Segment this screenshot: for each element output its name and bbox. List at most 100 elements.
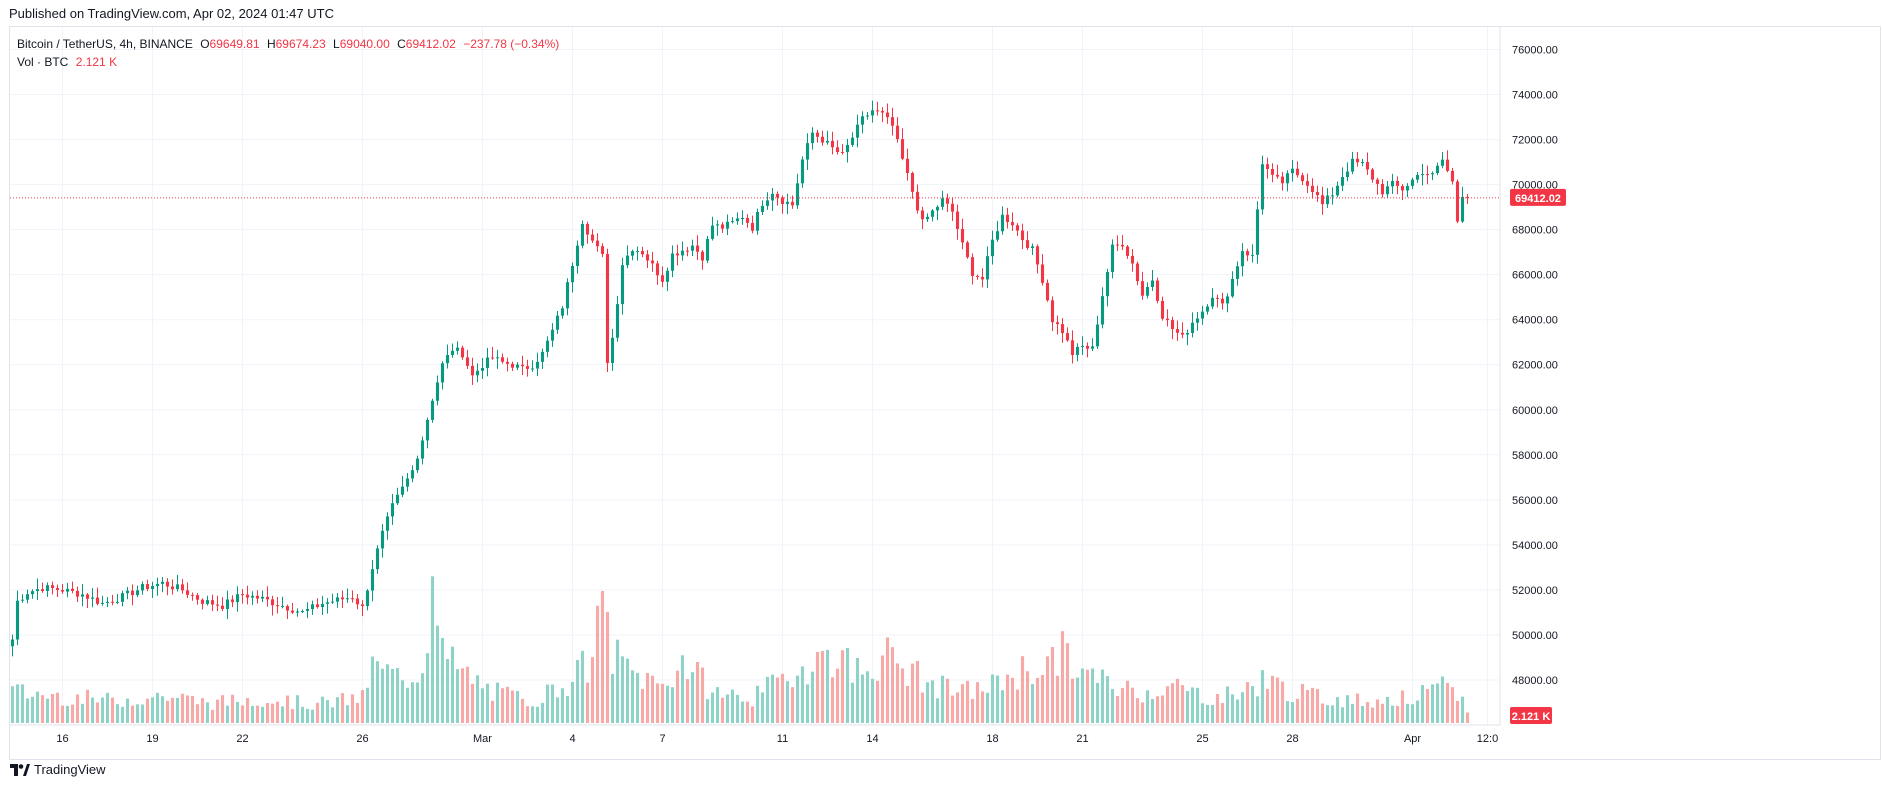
volume-bar xyxy=(55,692,60,723)
candle-body xyxy=(380,530,385,549)
volume-label[interactable]: Vol · BTC xyxy=(17,55,69,69)
volume-bar xyxy=(840,650,845,723)
candle-body xyxy=(780,197,785,205)
candle-body xyxy=(1170,320,1175,330)
volume-bar xyxy=(1445,682,1450,723)
volume-bar xyxy=(215,699,220,723)
candle-body xyxy=(680,250,685,256)
candle-body xyxy=(10,639,15,647)
volume-bar xyxy=(180,693,185,723)
volume-bar xyxy=(745,701,750,723)
published-note: Published on TradingView.com, Apr 02, 20… xyxy=(9,6,334,21)
candle-body xyxy=(400,486,405,495)
candle-body xyxy=(1210,297,1215,307)
candle-body xyxy=(1050,300,1055,323)
volume-bar xyxy=(240,705,245,723)
candle-body xyxy=(960,228,965,243)
volume-bar xyxy=(1125,680,1130,723)
volume-bar xyxy=(525,706,530,723)
chart-frame[interactable] xyxy=(9,26,1881,760)
candle-body xyxy=(875,110,880,112)
volume-bar xyxy=(1130,687,1135,723)
volume-bar xyxy=(1250,686,1255,723)
volume-bar xyxy=(880,655,885,723)
candle-body xyxy=(65,588,70,592)
candle-body xyxy=(225,599,230,609)
candle-body xyxy=(1425,174,1430,176)
volume-bar xyxy=(1210,704,1215,723)
x-tick-label: 21 xyxy=(1076,733,1088,745)
volume-bar xyxy=(155,692,160,723)
candle-body xyxy=(255,595,260,599)
volume-bar xyxy=(320,696,325,723)
volume-bar xyxy=(500,688,505,723)
volume-bar xyxy=(20,684,25,723)
volume-bar xyxy=(25,698,30,723)
volume-bar xyxy=(410,682,415,723)
candle-body xyxy=(1145,286,1150,296)
volume-bar xyxy=(645,672,650,723)
candle-body xyxy=(1215,297,1220,299)
candle-body xyxy=(1420,174,1425,176)
candle-body xyxy=(730,221,735,223)
y-tick-label: 58000.00 xyxy=(1512,450,1558,462)
candle-body xyxy=(495,357,500,359)
candle-body xyxy=(815,132,820,137)
volume-bar xyxy=(1395,705,1400,723)
symbol-label[interactable]: Bitcoin / TetherUS, 4h, BINANCE xyxy=(17,37,193,51)
candle-body xyxy=(1235,266,1240,279)
low-label: L xyxy=(333,37,340,51)
candle-body xyxy=(95,597,100,604)
x-tick-label: 19 xyxy=(146,733,158,745)
candle-body xyxy=(1125,246,1130,256)
y-tick-label: 68000.00 xyxy=(1512,225,1558,237)
volume-bar xyxy=(695,661,700,723)
candle-body xyxy=(685,250,690,252)
volume-bar xyxy=(100,697,105,723)
candle-body xyxy=(1165,318,1170,321)
candle-body xyxy=(1110,244,1115,272)
candle-body xyxy=(830,140,835,148)
footer-brand[interactable]: TradingView xyxy=(10,762,106,777)
volume-bar xyxy=(1360,706,1365,723)
candle-body xyxy=(625,255,630,266)
candle-body xyxy=(1040,264,1045,283)
volume-bar xyxy=(1315,689,1320,723)
candle-body xyxy=(930,210,935,217)
candle-body xyxy=(30,591,35,595)
volume-bar xyxy=(210,709,215,723)
volume-bar xyxy=(835,668,840,723)
x-tick-label: 11 xyxy=(777,733,788,745)
volume-bar xyxy=(970,699,975,723)
volume-bar xyxy=(685,679,690,723)
volume-bar xyxy=(400,680,405,723)
last-price-label: 69412.02 xyxy=(1515,193,1561,205)
volume-bar xyxy=(280,706,285,723)
candle-body xyxy=(1100,296,1105,325)
brand-name: TradingView xyxy=(34,762,106,777)
candle-body xyxy=(1140,281,1145,296)
candle-body xyxy=(85,594,90,599)
candle-body xyxy=(1180,332,1185,335)
candle-body xyxy=(1290,168,1295,174)
candle-body xyxy=(1360,162,1365,164)
volume-bar xyxy=(1240,692,1245,723)
volume-bar xyxy=(35,691,40,723)
volume-bar xyxy=(360,690,365,723)
candle-body xyxy=(525,366,530,369)
candle-body xyxy=(1075,346,1080,356)
candle-body xyxy=(1120,244,1125,247)
candle-body xyxy=(455,347,460,351)
candle-body xyxy=(1190,322,1195,333)
volume-bar xyxy=(90,697,95,723)
volume-bar xyxy=(1235,699,1240,723)
candle-body xyxy=(465,357,470,366)
volume-bar xyxy=(1205,704,1210,723)
candle-body xyxy=(180,584,185,591)
candle-body xyxy=(850,137,855,145)
volume-bar xyxy=(575,659,580,723)
volume-bar xyxy=(600,590,605,723)
volume-bar xyxy=(1035,677,1040,723)
x-tick-label: 4 xyxy=(569,733,575,745)
